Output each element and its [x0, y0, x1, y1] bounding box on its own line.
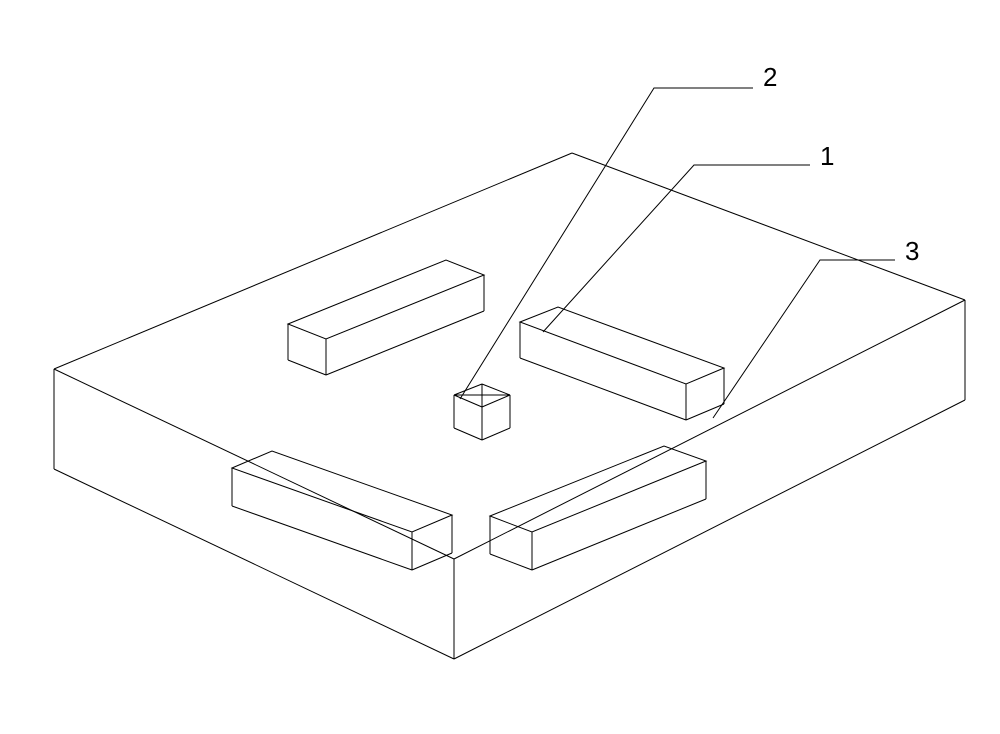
- center-cube: [454, 384, 510, 440]
- leader-line: [713, 260, 895, 418]
- label-1: 1: [820, 141, 834, 171]
- leader-line: [460, 88, 753, 399]
- bar-bottom-right: [490, 446, 706, 570]
- label-2: 2: [763, 62, 777, 92]
- diagram-stage: 2 1 3: [0, 0, 1000, 734]
- leader-line: [543, 165, 810, 332]
- label-3: 3: [905, 236, 919, 266]
- bar-top-left: [288, 260, 484, 375]
